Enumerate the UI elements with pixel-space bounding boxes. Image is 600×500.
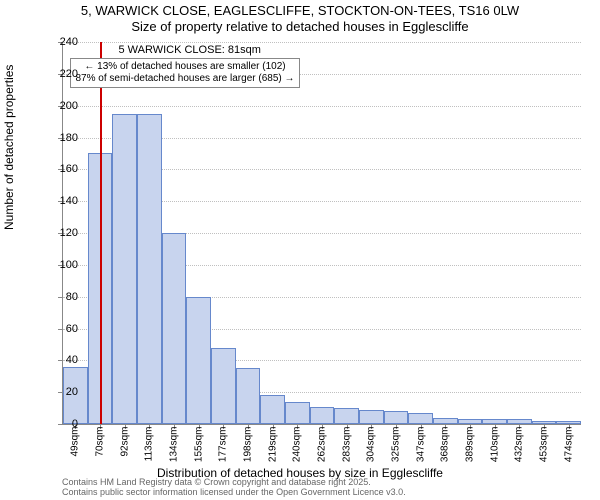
- histogram-bar: [310, 407, 335, 425]
- xtick-label: 347sqm: [415, 427, 426, 467]
- histogram-bar: [408, 413, 433, 424]
- ytick-label: 200: [48, 100, 78, 112]
- ytick-label: 180: [48, 132, 78, 144]
- xtick-label: 92sqm: [119, 427, 130, 467]
- ytick-label: 60: [48, 323, 78, 335]
- xtick-label: 474sqm: [563, 427, 574, 467]
- xtick-label: 389sqm: [465, 427, 476, 467]
- reference-line: [100, 42, 102, 424]
- xtick-label: 262sqm: [317, 427, 328, 467]
- histogram-bar: [162, 233, 187, 424]
- credits: Contains HM Land Registry data © Crown c…: [62, 478, 406, 498]
- ytick-label: 100: [48, 259, 78, 271]
- xtick-label: 453sqm: [539, 427, 550, 467]
- ytick-label: 40: [48, 354, 78, 366]
- ytick-label: 160: [48, 163, 78, 175]
- ytick-label: 20: [48, 386, 78, 398]
- histogram-bar: [186, 297, 211, 424]
- xtick-label: 219sqm: [267, 427, 278, 467]
- ytick-label: 240: [48, 36, 78, 48]
- chart-container: 5, WARWICK CLOSE, EAGLESCLIFFE, STOCKTON…: [0, 0, 600, 500]
- credits-line2: Contains public sector information licen…: [62, 488, 406, 498]
- histogram-bar: [359, 410, 384, 424]
- xtick-label: 410sqm: [489, 427, 500, 467]
- grid-line: [63, 106, 581, 107]
- histogram-bar: [236, 368, 261, 424]
- chart-title: 5, WARWICK CLOSE, EAGLESCLIFFE, STOCKTON…: [0, 3, 600, 18]
- xtick-label: 113sqm: [144, 427, 155, 467]
- histogram-bar: [285, 402, 310, 424]
- xtick-label: 432sqm: [514, 427, 525, 467]
- histogram-bar: [137, 114, 162, 424]
- xtick-label: 325sqm: [391, 427, 402, 467]
- xtick-label: 304sqm: [366, 427, 377, 467]
- xtick-label: 155sqm: [193, 427, 204, 467]
- refline-title: 5 WARWICK CLOSE: 81sqm: [118, 44, 260, 56]
- ytick-label: 140: [48, 195, 78, 207]
- ytick-label: 80: [48, 291, 78, 303]
- grid-line: [63, 42, 581, 43]
- xtick-label: 177sqm: [218, 427, 229, 467]
- xtick-label: 240sqm: [292, 427, 303, 467]
- histogram-bar: [211, 348, 236, 424]
- chart-subtitle: Size of property relative to detached ho…: [0, 19, 600, 34]
- histogram-bar: [334, 408, 359, 424]
- histogram-bar: [260, 395, 285, 424]
- ytick-label: 0: [48, 418, 78, 430]
- annotation-line2: 87% of semi-detached houses are larger (…: [75, 73, 294, 85]
- y-axis-label: Number of detached properties: [2, 65, 16, 230]
- refline-annotation: ← 13% of detached houses are smaller (10…: [70, 58, 299, 88]
- xtick-label: 368sqm: [440, 427, 451, 467]
- ytick-label: 120: [48, 227, 78, 239]
- xtick-label: 283sqm: [341, 427, 352, 467]
- xtick-label: 49sqm: [70, 427, 81, 467]
- ytick-label: 220: [48, 68, 78, 80]
- xtick-label: 198sqm: [243, 427, 254, 467]
- annotation-line1: ← 13% of detached houses are smaller (10…: [75, 61, 294, 73]
- xtick-label: 70sqm: [95, 427, 106, 467]
- xtick-label: 134sqm: [169, 427, 180, 467]
- histogram-bar: [112, 114, 137, 424]
- histogram-bar: [384, 411, 409, 424]
- plot-area: 49sqm70sqm92sqm113sqm134sqm155sqm177sqm1…: [62, 42, 581, 425]
